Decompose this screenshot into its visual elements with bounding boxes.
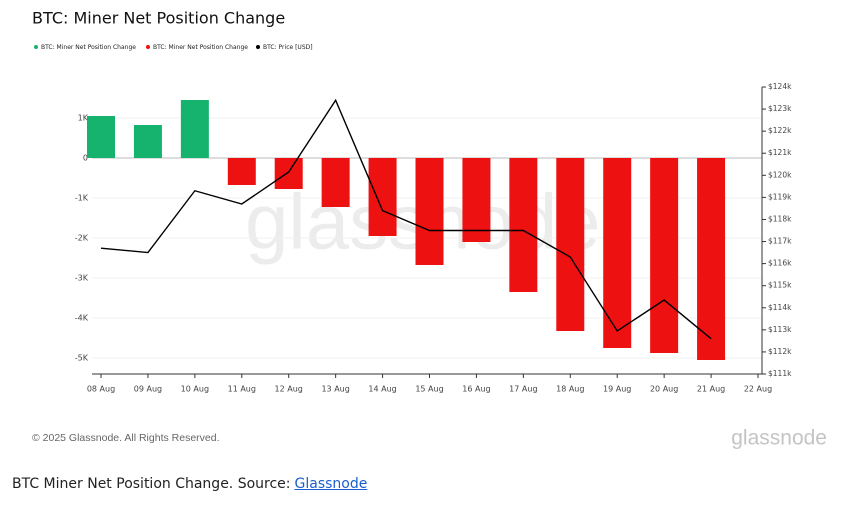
legend-label: BTC: Miner Net Position Change	[153, 44, 248, 51]
x-tick-label: 16 Aug	[462, 385, 490, 394]
y2-tick-label: $113k	[768, 325, 792, 334]
chart-title: BTC: Miner Net Position Change	[32, 9, 285, 28]
x-tick-label: 22 Aug	[744, 385, 772, 394]
bar	[133, 125, 162, 158]
y-tick-label: -4K	[75, 314, 89, 323]
legend-label: BTC: Price [USD]	[263, 44, 313, 51]
x-tick-label: 19 Aug	[603, 385, 631, 394]
copyright: © 2025 Glassnode. All Rights Reserved.	[32, 432, 220, 444]
y-tick-label: -1K	[75, 194, 89, 203]
y-tick-label: 1K	[78, 114, 89, 123]
y2-tick-label: $121k	[768, 148, 792, 157]
y2-tick-label: $118k	[768, 214, 792, 223]
y2-tick-label: $111k	[768, 369, 792, 378]
bar	[180, 100, 209, 158]
legend-marker	[256, 45, 260, 49]
bar	[227, 158, 256, 185]
price-line	[100, 98, 712, 340]
x-tick-label: 20 Aug	[650, 385, 678, 394]
bar	[556, 158, 585, 331]
x-tick-label: 12 Aug	[275, 385, 303, 394]
y-tick-label: -5K	[75, 354, 89, 363]
x-tick-label: 15 Aug	[415, 385, 443, 394]
x-tick-label: 09 Aug	[134, 385, 162, 394]
y2-tick-label: $122k	[768, 126, 792, 135]
bar	[462, 158, 491, 242]
y2-tick-label: $120k	[768, 170, 792, 179]
x-tick-label: 14 Aug	[368, 385, 396, 394]
x-tick-label: 08 Aug	[87, 385, 115, 394]
y2-tick-label: $117k	[768, 237, 792, 246]
y2-tick-label: $119k	[768, 192, 792, 201]
x-tick-label: 11 Aug	[228, 385, 256, 394]
legend-label: BTC: Miner Net Position Change	[41, 44, 136, 51]
y-tick-label: 0	[83, 154, 88, 163]
legend-marker	[34, 45, 38, 49]
bar	[87, 116, 115, 158]
y2-tick-label: $115k	[768, 281, 792, 290]
bar	[415, 158, 444, 265]
caption-link[interactable]: Glassnode	[294, 476, 368, 492]
logo: glassnode	[731, 427, 827, 450]
x-tick-label: 10 Aug	[181, 385, 209, 394]
x-tick-label: 17 Aug	[509, 385, 537, 394]
bar	[603, 158, 632, 348]
x-tick-label: 13 Aug	[321, 385, 349, 394]
caption-text: BTC Miner Net Position Change. Source:	[12, 476, 291, 492]
bar	[650, 158, 679, 353]
x-tick-label: 21 Aug	[697, 385, 725, 394]
y2-tick-label: $112k	[768, 347, 792, 356]
y2-tick-label: $116k	[768, 259, 792, 268]
legend-marker	[146, 45, 150, 49]
bar	[321, 158, 350, 207]
x-tick-label: 18 Aug	[556, 385, 584, 394]
y-tick-label: -3K	[75, 274, 89, 283]
y-tick-label: -2K	[75, 234, 89, 243]
y2-tick-label: $114k	[768, 303, 792, 312]
bar	[509, 158, 538, 292]
y2-tick-label: $124k	[768, 82, 792, 91]
bar	[368, 158, 397, 236]
y2-tick-label: $123k	[768, 104, 792, 113]
bar	[274, 158, 303, 189]
caption: BTC Miner Net Position Change. Source: Gl…	[12, 476, 367, 492]
bar	[697, 158, 726, 360]
chart: glassnode BTC: Miner Net Position Change…	[32, 9, 827, 450]
